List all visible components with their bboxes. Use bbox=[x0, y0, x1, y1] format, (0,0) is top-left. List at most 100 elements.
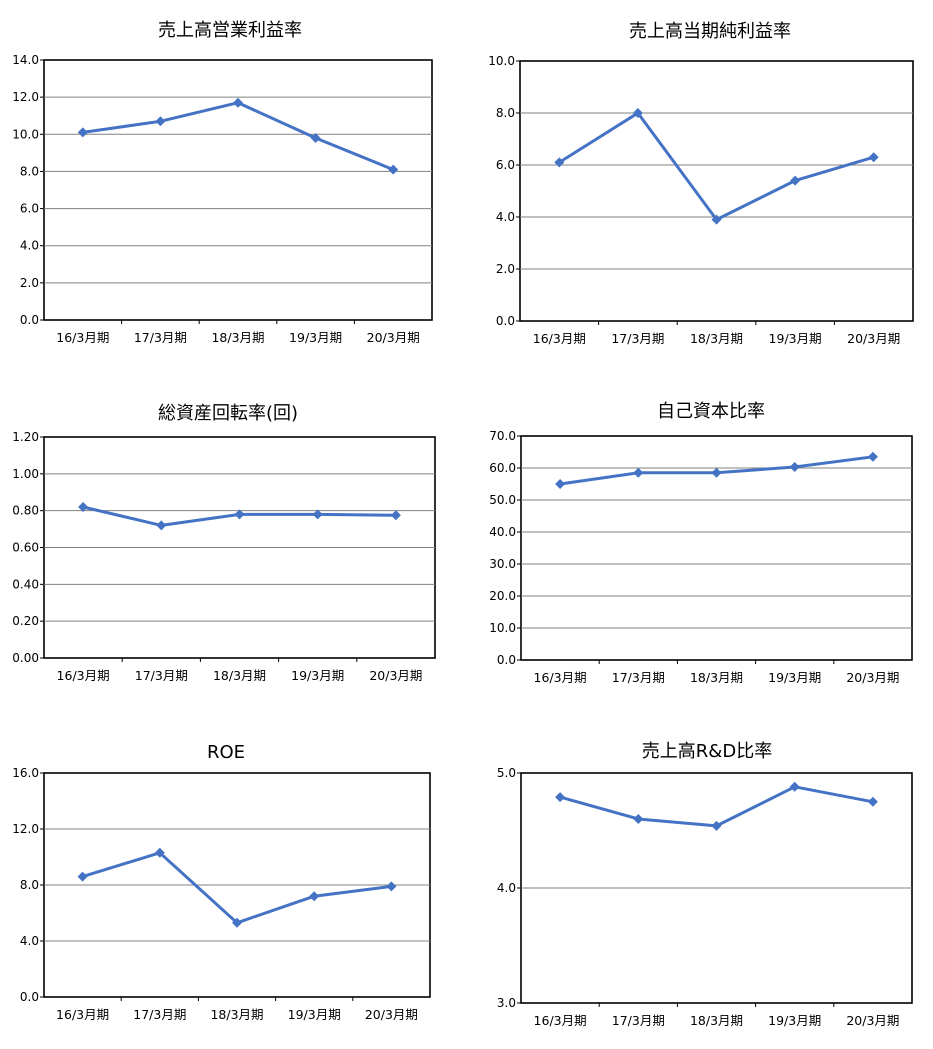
y-tick-label: 70.0 bbox=[489, 429, 516, 443]
x-tick-label: 20/3月期 bbox=[846, 1013, 899, 1028]
chart-title: 売上高営業利益率 bbox=[158, 20, 302, 41]
data-point-marker bbox=[867, 451, 878, 462]
y-tick-label: 0.0 bbox=[20, 313, 39, 327]
x-tick-label: 19/3月期 bbox=[768, 670, 821, 685]
x-tick-label: 16/3月期 bbox=[534, 670, 587, 685]
x-tick-label: 19/3月期 bbox=[769, 331, 822, 346]
y-tick-label: 20.0 bbox=[489, 589, 516, 603]
data-point-marker bbox=[232, 917, 242, 928]
y-tick-label: 0.00 bbox=[12, 651, 39, 665]
data-point-marker bbox=[555, 479, 566, 489]
y-tick-label: 4.0 bbox=[497, 881, 516, 895]
x-tick-label: 20/3月期 bbox=[847, 331, 900, 346]
chart-title: 売上高当期純利益率 bbox=[629, 21, 791, 42]
y-tick-label: 0.0 bbox=[496, 314, 515, 328]
x-tick-label: 16/3月期 bbox=[57, 668, 110, 683]
x-tick-label: 16/3月期 bbox=[56, 330, 109, 345]
y-tick-label: 6.0 bbox=[496, 158, 515, 172]
y-tick-label: 4.0 bbox=[496, 210, 515, 224]
data-point-marker bbox=[633, 467, 644, 478]
x-tick-label: 18/3月期 bbox=[690, 331, 743, 346]
x-tick-label: 17/3月期 bbox=[612, 670, 665, 685]
y-tick-label: 50.0 bbox=[489, 493, 516, 507]
y-tick-label: 6.0 bbox=[20, 202, 39, 216]
x-tick-label: 17/3月期 bbox=[612, 1013, 665, 1028]
x-tick-label: 19/3月期 bbox=[768, 1013, 821, 1028]
y-tick-label: 1.20 bbox=[12, 430, 39, 444]
y-tick-label: 4.0 bbox=[20, 934, 39, 948]
data-point-marker bbox=[633, 814, 644, 824]
y-tick-label: 10.0 bbox=[489, 621, 516, 635]
data-point-marker bbox=[386, 881, 397, 892]
y-tick-label: 3.0 bbox=[497, 996, 516, 1010]
x-tick-label: 20/3月期 bbox=[369, 668, 422, 683]
data-point-marker bbox=[867, 796, 878, 807]
y-tick-label: 8.0 bbox=[496, 106, 515, 120]
x-tick-label: 17/3月期 bbox=[134, 330, 187, 345]
data-point-marker bbox=[234, 509, 245, 520]
x-tick-label: 18/3月期 bbox=[690, 1013, 743, 1028]
chart-1: 売上高営業利益率 0.0 2.0 4.0 6.0 8.0 10.0 12.0 14.0 16/3月… bbox=[12, 20, 433, 345]
data-point-marker bbox=[233, 97, 243, 108]
y-tick-label: 0.60 bbox=[12, 541, 39, 555]
y-tick-label: 10.0 bbox=[488, 54, 515, 68]
x-tick-label: 16/3月期 bbox=[534, 1013, 587, 1028]
y-tick-label: 2.0 bbox=[20, 276, 39, 290]
chart-title: ROE bbox=[207, 742, 245, 763]
x-tick-label: 16/3月期 bbox=[56, 1007, 109, 1022]
x-tick-label: 19/3月期 bbox=[291, 668, 344, 683]
chart-title: 売上高R&D比率 bbox=[642, 741, 772, 762]
y-tick-label: 16.0 bbox=[12, 766, 39, 780]
y-tick-label: 5.0 bbox=[497, 766, 516, 780]
data-point-marker bbox=[789, 781, 800, 792]
y-tick-label: 14.0 bbox=[12, 53, 39, 67]
x-tick-label: 18/3月期 bbox=[213, 668, 266, 683]
x-tick-label: 19/3月期 bbox=[288, 1007, 341, 1022]
y-tick-label: 60.0 bbox=[489, 461, 516, 475]
data-point-marker bbox=[555, 792, 566, 803]
data-point-marker bbox=[155, 116, 166, 127]
chart-3: 総資産回転率(回) 0.00 0.20 0.40 0.60 0.80 1.00 1.20 16/… bbox=[12, 403, 436, 683]
y-tick-label: 0.40 bbox=[12, 577, 39, 591]
y-tick-label: 12.0 bbox=[12, 822, 39, 836]
x-tick-label: 16/3月期 bbox=[533, 331, 586, 346]
x-tick-label: 17/3月期 bbox=[133, 1007, 186, 1022]
data-point-marker bbox=[156, 520, 167, 531]
data-point-marker bbox=[789, 462, 800, 473]
x-tick-label: 18/3月期 bbox=[211, 330, 264, 345]
x-tick-label: 20/3月期 bbox=[367, 330, 420, 345]
x-tick-label: 19/3月期 bbox=[289, 330, 342, 345]
x-tick-label: 18/3月期 bbox=[690, 670, 743, 685]
data-point-marker bbox=[390, 510, 401, 521]
data-point-marker bbox=[711, 214, 722, 225]
data-point-marker bbox=[554, 157, 565, 168]
data-point-marker bbox=[632, 108, 643, 118]
chart-4: 自己資本比率 0.0 10.0 20.0 30.0 40.0 50.0 60.0 70.0 16/… bbox=[489, 401, 913, 685]
data-point-marker bbox=[868, 152, 879, 163]
y-tick-label: 0.80 bbox=[12, 504, 39, 518]
x-tick-label: 17/3月期 bbox=[135, 668, 188, 683]
data-point-marker bbox=[711, 820, 722, 831]
y-tick-label: 10.0 bbox=[12, 127, 39, 141]
y-tick-label: 30.0 bbox=[489, 557, 516, 571]
y-tick-label: 0.0 bbox=[497, 653, 516, 667]
data-point-marker bbox=[312, 509, 323, 520]
x-tick-label: 17/3月期 bbox=[611, 331, 664, 346]
data-point-marker bbox=[711, 467, 722, 478]
chart-5: ROE 0.0 4.0 8.0 12.0 16.0 16/3月期 17/3月期 18/3月期 19… bbox=[12, 742, 431, 1022]
y-tick-label: 2.0 bbox=[496, 262, 515, 276]
data-point-marker bbox=[77, 871, 88, 882]
chart-title: 自己資本比率 bbox=[657, 401, 765, 422]
y-tick-label: 12.0 bbox=[12, 90, 39, 104]
chart-title: 総資産回転率(回) bbox=[158, 403, 298, 424]
data-point-marker bbox=[388, 164, 399, 175]
data-point-marker bbox=[309, 891, 320, 902]
data-point-marker bbox=[154, 847, 165, 858]
chart-6: 売上高R&D比率 3.0 4.0 5.0 16/3月期 17/3月期 18/3月期 19/3月… bbox=[497, 741, 913, 1028]
data-point-marker bbox=[77, 127, 88, 138]
x-tick-label: 20/3月期 bbox=[365, 1007, 418, 1022]
y-tick-label: 1.00 bbox=[12, 467, 39, 481]
x-tick-label: 18/3月期 bbox=[210, 1007, 263, 1022]
data-point-marker bbox=[78, 501, 89, 512]
